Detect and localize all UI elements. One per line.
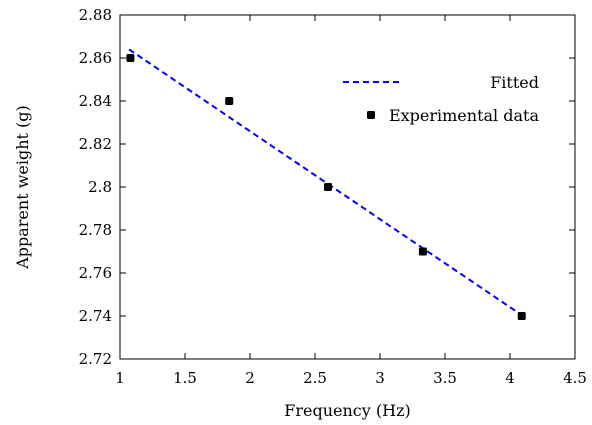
x-tick-label: 2 [245,369,255,387]
data-point [418,247,427,256]
y-tick-label: 2.88 [79,6,112,24]
series-layer [126,48,526,320]
y-tick-label: 2.76 [79,264,112,282]
legend: Fitted Experimental data [343,73,539,125]
y-tick-label: 2.86 [79,49,112,67]
tick-labels: 1 1.5 2 2.5 3 3.5 4 4.5 2.72 2.74 2.76 2.78 2.8 2.82 2… [79,6,587,387]
x-tick-label: 1 [115,369,125,387]
y-tick-label: 2.82 [79,135,112,153]
legend-marker-swatch [367,111,375,119]
plot-frame [119,14,576,360]
y-tick-label: 2.72 [79,350,112,368]
x-tick-label: 3 [375,369,385,387]
data-point [225,97,234,105]
x-axis-label: Frequency (Hz) [284,401,411,420]
x-tick-label: 3.5 [433,369,457,387]
axis-ticks [119,14,576,360]
y-tick-label: 2.74 [79,307,112,325]
x-tick-label: 4.5 [563,369,587,387]
data-point [126,54,135,62]
y-tick-label: 2.84 [79,92,112,110]
x-tick-label: 2.5 [303,369,327,387]
y-tick-label: 2.8 [88,178,112,196]
x-tick-label: 1.5 [173,369,197,387]
data-point [517,312,526,320]
y-tick-label: 2.78 [79,221,112,239]
legend-label: Fitted [490,73,539,92]
legend-label: Experimental data [389,106,540,125]
data-point [324,183,332,191]
x-tick-label: 4 [505,369,515,387]
fitted-line [128,48,524,317]
y-axis-label: Apparent weight (g) [13,105,32,270]
